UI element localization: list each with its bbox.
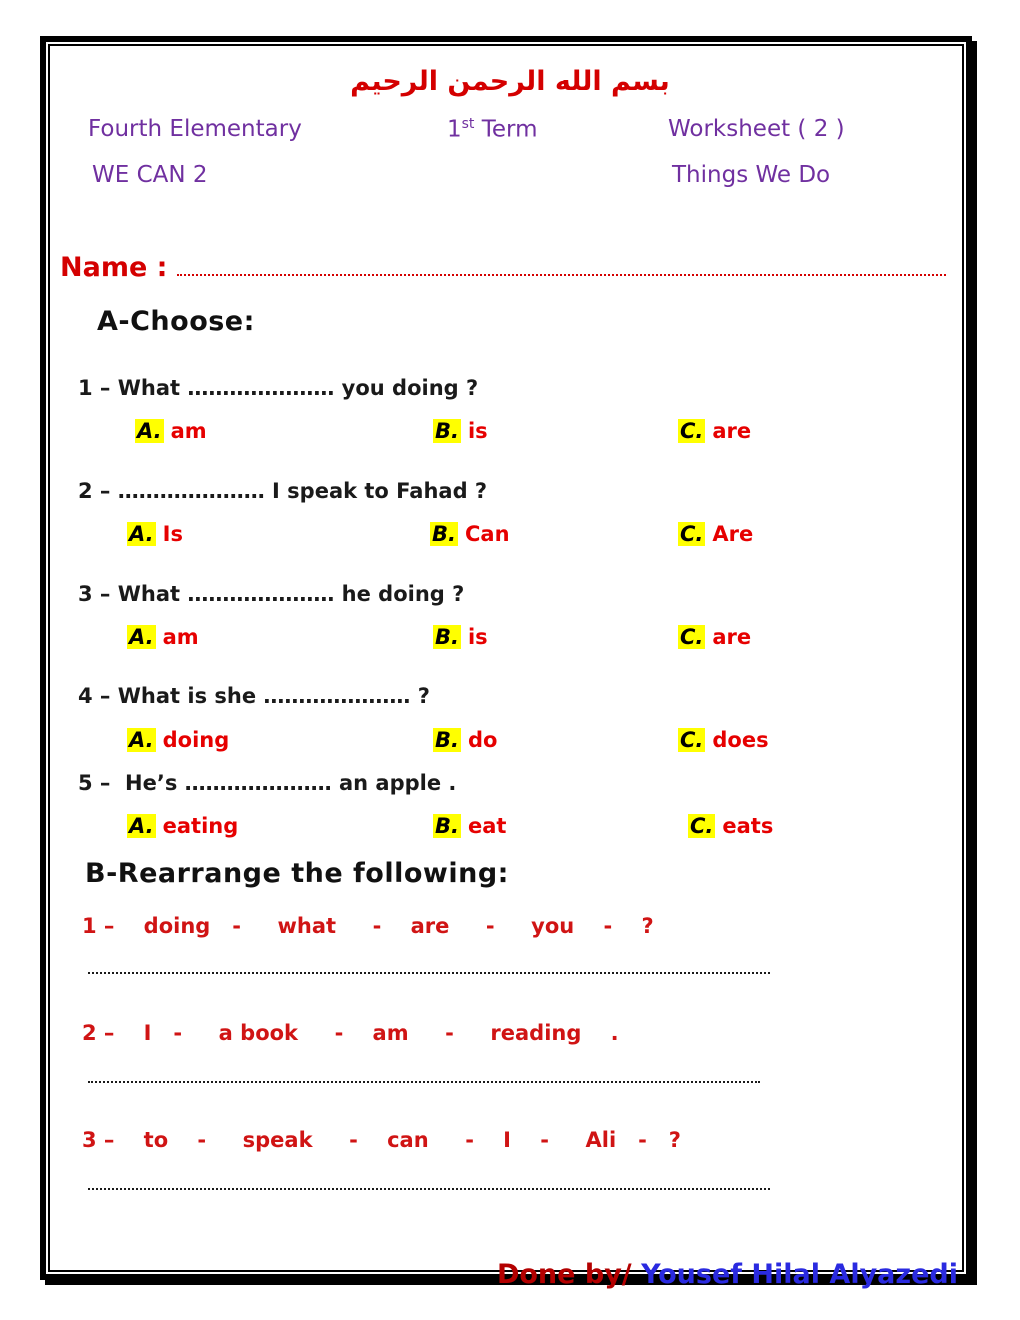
header-worksheet-number: Worksheet ( 2 ) — [668, 116, 845, 142]
bismillah-text: بسم الله الرحمن الرحيم — [350, 66, 670, 97]
question-text: 3 – What ………………… he doing ? — [78, 582, 465, 606]
option-word: is — [467, 625, 488, 649]
option-letter: A. — [127, 728, 156, 752]
option-word: eat — [467, 814, 507, 838]
option-a: A. am — [135, 419, 207, 443]
rearrange-item: 3 – to - speak - can - I - Ali - ? — [82, 1128, 681, 1152]
option-word: does — [712, 728, 769, 752]
option-word: Is — [162, 522, 183, 546]
answer-line — [88, 1081, 760, 1083]
section-b-heading: B-Rearrange the following: — [85, 858, 509, 889]
option-b: B. Can — [430, 522, 510, 546]
header-book-title: WE CAN 2 — [92, 162, 208, 188]
header-school-level: Fourth Elementary — [88, 116, 302, 142]
option-b: B. is — [433, 419, 488, 443]
option-word: am — [170, 419, 207, 443]
option-letter: A. — [135, 419, 164, 443]
option-b: B. is — [433, 625, 488, 649]
option-c: C. are — [678, 625, 751, 649]
done-by-label: Done by/ — [496, 1259, 642, 1290]
option-b: B. do — [433, 728, 497, 752]
option-letter: A. — [127, 625, 156, 649]
name-row: Name : — [60, 252, 946, 283]
option-a: A. am — [127, 625, 199, 649]
option-a: A. doing — [127, 728, 229, 752]
answer-line — [88, 972, 770, 974]
option-word: are — [712, 625, 752, 649]
name-line — [177, 274, 946, 276]
page-border-inner-line — [48, 44, 964, 1272]
option-a: A. eating — [127, 814, 238, 838]
question-text: 5 – He’s ………………… an apple . — [78, 771, 457, 795]
question-text: 1 – What ………………… you doing ? — [78, 376, 479, 400]
rearrange-item: 2 – I - a book - am - reading . — [82, 1021, 619, 1045]
option-letter: B. — [433, 419, 461, 443]
option-word: eats — [722, 814, 774, 838]
option-word: are — [712, 419, 752, 443]
name-label: Name : — [60, 252, 168, 283]
section-a-heading: A-Choose: — [97, 306, 255, 337]
option-letter: C. — [688, 814, 716, 838]
question-text: 2 – ………………… I speak to Fahad ? — [78, 479, 488, 503]
option-word: eating — [162, 814, 239, 838]
option-letter: C. — [678, 625, 706, 649]
option-letter: C. — [678, 522, 706, 546]
option-letter: B. — [433, 814, 461, 838]
option-letter: C. — [678, 728, 706, 752]
option-c: C. eats — [688, 814, 773, 838]
answer-line — [88, 1188, 770, 1190]
question-text: 4 – What is she ………………… ? — [78, 684, 430, 708]
option-word: doing — [162, 728, 230, 752]
author-name: Yousef Hilal Alyazedi — [641, 1259, 958, 1290]
option-letter: B. — [433, 728, 461, 752]
option-word: is — [467, 419, 488, 443]
header-term: 1st Term — [447, 116, 538, 143]
page-border-frame — [40, 36, 972, 1280]
option-letter: C. — [678, 419, 706, 443]
option-c: C. are — [678, 419, 751, 443]
option-b: B. eat — [433, 814, 506, 838]
option-a: A. Is — [127, 522, 183, 546]
option-letter: B. — [433, 625, 461, 649]
option-letter: A. — [127, 814, 156, 838]
option-word: do — [467, 728, 498, 752]
option-c: C. does — [678, 728, 769, 752]
option-letter: B. — [430, 522, 458, 546]
option-word: Are — [712, 522, 754, 546]
option-c: C. Are — [678, 522, 753, 546]
rearrange-item: 1 – doing - what - are - you - ? — [82, 914, 654, 938]
option-word: am — [162, 625, 199, 649]
option-letter: A. — [127, 522, 156, 546]
header-unit-title: Things We Do — [672, 162, 831, 188]
footer-credit: Done by/ Yousef Hilal Alyazedi — [459, 1228, 958, 1320]
option-word: Can — [464, 522, 510, 546]
